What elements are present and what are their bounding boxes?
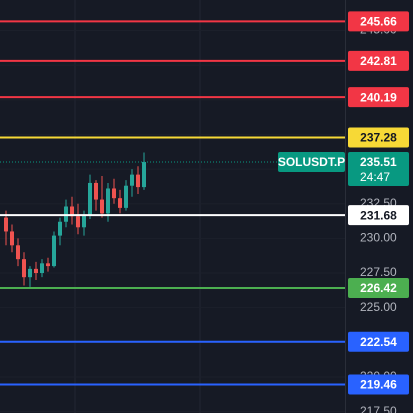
symbol-label: SOLUSDT.P [278, 155, 345, 169]
level-label: 231.68 [360, 208, 397, 222]
level-label-bg [348, 11, 409, 32]
candle-body [34, 268, 38, 274]
candle-body [118, 198, 122, 208]
y-tick-label: 217.50 [360, 404, 397, 413]
candle-body [40, 263, 44, 274]
level-label-bg [348, 277, 409, 298]
countdown: 24:47 [360, 170, 390, 184]
level-label: 226.42 [360, 281, 397, 295]
candle-body [10, 231, 14, 246]
level-label-bg [348, 127, 409, 148]
candle-body [70, 206, 74, 217]
candle-body [58, 221, 62, 236]
y-tick-label: 225.00 [360, 300, 397, 314]
candle-body [46, 263, 50, 267]
last-price-label: 235.51 [360, 155, 397, 169]
level-label: 222.54 [360, 335, 397, 349]
candle-body [82, 214, 86, 228]
candle-body [4, 217, 8, 232]
candle-body [136, 174, 140, 188]
symbol-bg [278, 152, 345, 173]
candle-body [112, 188, 116, 199]
candle-body [22, 259, 26, 278]
level-label: 242.81 [360, 54, 397, 68]
candle-body [52, 235, 56, 267]
candle-body [76, 216, 80, 228]
level-label: 237.28 [360, 131, 397, 145]
level-label-bg [348, 331, 409, 352]
candle-body [94, 182, 98, 200]
y-tick-label: 227.50 [360, 265, 397, 279]
level-label-bg [348, 205, 409, 226]
level-label: 240.19 [360, 90, 397, 104]
candle-body [124, 185, 128, 208]
candle-body [16, 245, 20, 260]
level-label-bg [348, 87, 409, 108]
candle-body [130, 174, 134, 186]
candle-body [106, 188, 110, 214]
y-tick-label: 230.00 [360, 231, 397, 245]
level-label: 245.66 [360, 15, 397, 29]
candle-body [88, 182, 92, 215]
level-label-bg [348, 50, 409, 71]
level-label: 219.46 [360, 378, 397, 392]
candle-body [142, 162, 146, 188]
candle-body [28, 268, 32, 278]
candle-body [100, 199, 104, 214]
level-label-bg [348, 374, 409, 395]
last-price-bg [348, 152, 409, 187]
